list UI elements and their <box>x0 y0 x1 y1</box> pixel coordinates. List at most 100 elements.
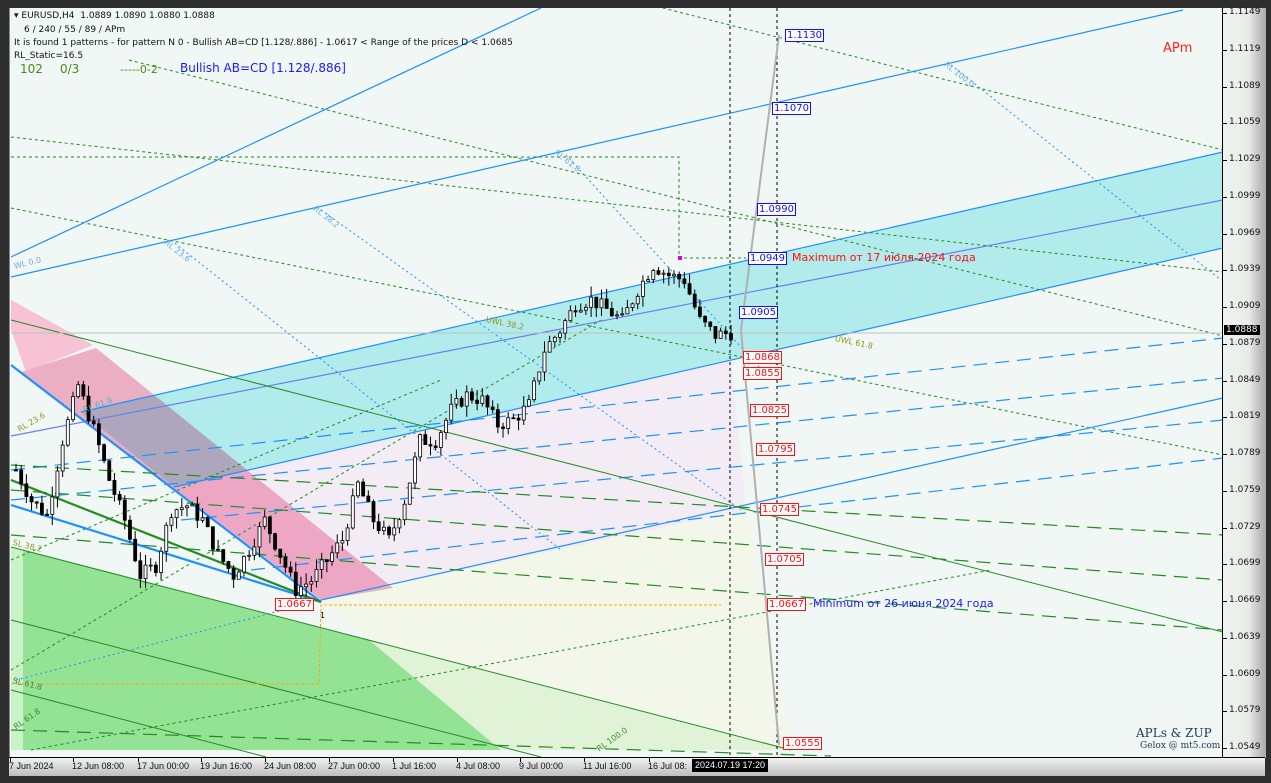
candle-bullish <box>542 351 547 373</box>
candle-bearish <box>107 460 112 481</box>
x-tick-mark <box>584 758 585 762</box>
candle-bullish <box>506 417 511 429</box>
candle-bullish <box>242 555 246 573</box>
x-tick-label: 17 Jun 00:00 <box>137 761 190 771</box>
candle-bullish <box>402 503 407 521</box>
y-tick-label: 1.0939 <box>1229 264 1261 275</box>
candle-bullish <box>252 546 257 556</box>
candle-bullish <box>444 419 448 433</box>
candle-bearish <box>226 561 231 569</box>
candle-bearish <box>682 278 687 285</box>
y-tick-mark <box>1223 160 1227 161</box>
candle-bullish <box>620 313 625 316</box>
candle-bearish <box>511 417 516 420</box>
collapse-triangle-icon[interactable]: ▾ <box>14 11 22 21</box>
candle-bearish <box>231 568 236 580</box>
candle-bullish <box>340 540 345 544</box>
candles <box>14 266 733 604</box>
candle-bearish <box>324 559 329 562</box>
candle-bullish <box>578 309 583 313</box>
price-label: 1.0667 <box>767 598 806 611</box>
candle-bearish <box>267 516 272 535</box>
candle-bearish <box>729 333 733 341</box>
candle-bearish <box>24 483 29 497</box>
candle-bullish <box>185 505 189 509</box>
x-tick-label: 12 Jun 08:00 <box>72 761 125 771</box>
candle-bearish <box>428 444 433 447</box>
candle-bullish <box>615 314 619 317</box>
candle-bullish <box>314 569 319 582</box>
candle-bullish <box>651 270 656 280</box>
candle-bullish <box>454 398 459 405</box>
x-tick-label: 16 Jul 08: <box>648 761 688 771</box>
candle-bearish <box>102 444 106 462</box>
pattern-name: Bullish AB=CD [1.128/.886] <box>180 61 346 75</box>
candle-bullish <box>262 516 267 527</box>
candle-bearish <box>594 296 599 309</box>
counter-bars: 102 <box>20 62 43 76</box>
indicator-params: 6 / 240 / 55 / 89 / APm <box>24 25 126 35</box>
y-tick-mark <box>1223 307 1227 308</box>
candle-bullish <box>76 384 81 398</box>
y-tick-mark <box>1223 233 1227 235</box>
candle-bullish <box>247 554 252 557</box>
y-tick-label: 1.0999 <box>1229 190 1261 201</box>
candle-bullish <box>71 396 75 421</box>
candle-bullish <box>547 341 552 353</box>
price-label: 1.1130 <box>785 29 824 42</box>
x-tick-label: 9 Jul 00:00 <box>519 761 564 771</box>
counter-range: -----0-2 <box>120 63 158 76</box>
candle-bullish <box>55 470 60 498</box>
bear-channel-top <box>11 300 93 372</box>
candle-bullish <box>148 564 153 567</box>
candle-bullish <box>449 403 454 421</box>
candle-bullish <box>50 496 55 515</box>
price-label: 1.0868 <box>743 351 782 364</box>
y-tick-mark <box>1223 748 1227 749</box>
candle-bearish <box>713 326 718 339</box>
candle-bullish <box>174 509 179 518</box>
candle-bearish <box>195 504 200 521</box>
bull-channel <box>81 152 1223 487</box>
y-tick-label: 1.1059 <box>1229 117 1261 128</box>
y-tick-mark <box>1223 674 1227 676</box>
minimum-box <box>11 604 721 685</box>
blue-dashed-fan <box>10 337 1223 571</box>
price-label: 1.0745 <box>760 503 799 516</box>
x-tick-mark <box>520 758 521 762</box>
candle-bearish <box>34 501 39 504</box>
candle-bearish <box>573 310 578 313</box>
candle-bullish <box>635 295 640 305</box>
price-axis[interactable]: 1.1149 1.1119 1.1089 1.1059 1.1029 1.0999 1.09… <box>1222 7 1266 758</box>
candle-bearish <box>112 480 117 495</box>
candle-bullish <box>599 298 604 309</box>
candle-bullish <box>159 550 163 573</box>
projection-path <box>739 34 780 746</box>
y-tick-mark <box>1223 343 1227 345</box>
candle-bullish <box>335 542 340 554</box>
y-tick-mark <box>1223 601 1227 602</box>
candle-bearish <box>81 384 86 397</box>
candle-bearish <box>376 521 381 532</box>
x-tick-mark <box>138 758 139 762</box>
candle-bearish <box>698 306 702 317</box>
candle-bullish <box>641 280 645 297</box>
maximum-annotation: Maximum от 17 июля 2024 года <box>792 251 976 264</box>
x-tick-mark <box>10 758 11 762</box>
candle-bearish <box>387 526 391 536</box>
y-tick-mark <box>1223 380 1227 382</box>
x-tick-mark <box>649 758 650 762</box>
candle-bullish <box>392 527 397 536</box>
time-axis[interactable]: 7 Jun 2024 12 Jun 08:00 17 Jun 00:00 19 Jun… <box>9 757 1265 776</box>
price-label: 1.0905 <box>739 306 778 319</box>
candle-bullish <box>164 524 169 552</box>
y-tick-label: 1.1029 <box>1229 154 1261 164</box>
x-tick-mark <box>265 758 266 762</box>
y-tick-mark <box>1223 123 1227 125</box>
chart-plot-area[interactable]: ▾ EURUSD,H4 1.0889 1.0890 1.0880 1.0888 … <box>9 8 1223 758</box>
x-tick-mark <box>201 758 202 762</box>
x-tick-label: 4 Jul 08:00 <box>456 761 501 771</box>
candle-bearish <box>666 272 671 277</box>
candle-bearish <box>288 566 293 573</box>
candle-bearish <box>423 434 428 445</box>
